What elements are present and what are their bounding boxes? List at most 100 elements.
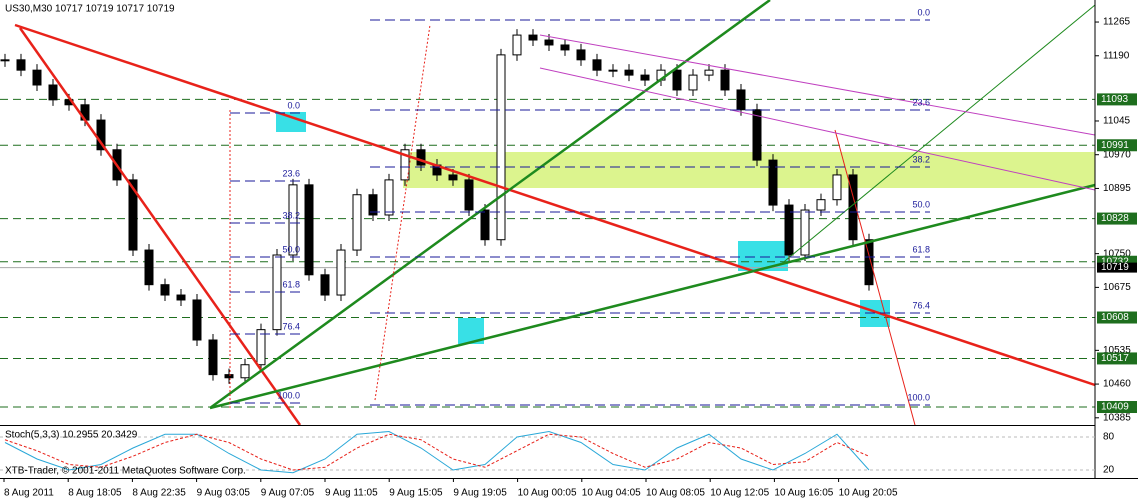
stoch-title: Stoch(5,3,3) 10.2955 20.3429 <box>5 430 138 441</box>
candle-body <box>736 89 746 111</box>
fib-label: 38.2 <box>282 210 300 220</box>
fib-label: 61.8 <box>912 244 930 254</box>
x-tick-label: 9 Aug 07:05 <box>261 488 315 499</box>
y-tick-label: 11190 <box>1103 50 1130 61</box>
trend-line <box>209 183 1096 410</box>
bid-label: 10719 <box>1101 262 1129 273</box>
fib-label: 0.0 <box>287 100 300 110</box>
candle-body <box>352 194 362 251</box>
x-tick-label: 10 Aug 08:05 <box>646 488 705 499</box>
y-tick-label: 11045 <box>1103 116 1131 127</box>
candle-body <box>640 74 650 81</box>
candle-body <box>336 249 346 296</box>
y-tick-label: 10675 <box>1103 282 1131 293</box>
cyan-box <box>738 241 788 271</box>
level-label: 10517 <box>1101 353 1129 364</box>
candle-body <box>800 209 810 256</box>
x-tick-label: 9 Aug 19:05 <box>453 488 507 499</box>
copyright: XTB-Trader, © 2001-2011 MetaQuotes Softw… <box>5 466 246 477</box>
y-tick-label: 10535 <box>1103 345 1131 356</box>
x-tick-label: 10 Aug 20:05 <box>839 488 898 499</box>
candle-body <box>608 69 618 72</box>
fib-label: 76.4 <box>282 321 300 331</box>
candle-body <box>192 299 202 341</box>
symbol-header: US30,M30 10717 10719 10717 10719 <box>5 4 175 15</box>
y-tick-label: 10895 <box>1103 183 1131 194</box>
level-tag <box>1097 352 1137 365</box>
y-tick-label: 10460 <box>1103 379 1131 390</box>
candle-body <box>816 199 826 211</box>
candle-body <box>496 54 506 241</box>
level-label: 10732 <box>1101 256 1129 267</box>
candle-body <box>784 204 794 256</box>
y-tick-label: 11265 <box>1103 17 1131 28</box>
x-tick-label: 8 Aug 22:35 <box>132 488 186 499</box>
candle-body <box>560 44 570 51</box>
candle-body <box>256 329 266 366</box>
x-tick-label: 10 Aug 00:05 <box>518 488 577 499</box>
candle-body <box>240 364 250 379</box>
candle-body <box>512 34 522 56</box>
candle-body <box>720 69 730 91</box>
level-label: 10409 <box>1101 402 1129 413</box>
x-tick-label: 10 Aug 12:05 <box>710 488 769 499</box>
fib-label: 76.4 <box>912 300 930 310</box>
y-tick-label: 10385 <box>1103 412 1131 423</box>
level-tag <box>1097 93 1137 106</box>
fib-label: 100.0 <box>277 390 300 400</box>
level-tag <box>1097 311 1137 324</box>
candle-body <box>48 84 58 101</box>
candle-body <box>368 194 378 216</box>
cyan-box <box>276 112 306 132</box>
level-tag <box>1097 401 1137 414</box>
x-tick-label: 10 Aug 16:05 <box>774 488 833 499</box>
stoch-main <box>4 430 870 474</box>
level-tag <box>1097 212 1137 225</box>
fib-label: 38.2 <box>912 154 930 164</box>
fibonacci: 0.0 23.6 38.2 50.0 61.8 76.4 100.0 0.0 23.6 38.2 5… <box>230 7 930 406</box>
fib-label: 23.6 <box>282 168 300 178</box>
candle-body <box>544 39 554 46</box>
fib-label: 50.0 <box>912 199 930 209</box>
axes: 11265 11190 11045 10970 10895 10750 10675 10535… <box>3 17 1137 499</box>
candle-body <box>832 174 842 201</box>
trend-lines <box>14 0 1096 426</box>
candle-body <box>96 119 106 151</box>
candle-body <box>304 184 314 276</box>
candle-body <box>128 179 138 251</box>
candle-body <box>624 69 634 76</box>
candle-body <box>144 249 154 286</box>
y-tick-label: 10750 <box>1103 248 1131 259</box>
level-label: 10828 <box>1101 213 1129 224</box>
candle-body <box>464 179 474 211</box>
y-tick-label: 10970 <box>1103 149 1131 160</box>
fib-label: 61.8 <box>282 279 300 289</box>
candle-body <box>288 184 298 256</box>
x-tick-label: 8 Aug 18:05 <box>68 488 122 499</box>
levels <box>0 98 1095 408</box>
trend-line <box>209 0 771 410</box>
candle-body <box>704 69 714 76</box>
level-label: 10991 <box>1101 140 1129 151</box>
x-tick-label: 9 Aug 15:05 <box>389 488 443 499</box>
candle-body <box>592 59 602 71</box>
candle-body <box>752 109 762 161</box>
bid-tag <box>1097 262 1137 273</box>
level-tag <box>1097 139 1137 152</box>
candle-body <box>176 294 186 301</box>
fib-label: 23.6 <box>912 97 930 107</box>
candle-body <box>688 74 698 91</box>
candle-body <box>576 49 586 61</box>
trend-line <box>18 27 302 426</box>
candle-body <box>224 374 234 379</box>
fib-label: 100.0 <box>907 392 930 402</box>
x-tick-label: 9 Aug 03:05 <box>197 488 251 499</box>
candle-body <box>768 159 778 206</box>
x-tick-label: 9 Aug 11:05 <box>325 488 378 499</box>
candle-body <box>0 59 10 62</box>
candle-body <box>864 239 874 286</box>
fib-label: 50.0 <box>282 244 300 254</box>
level-label: 11093 <box>1101 94 1129 105</box>
trend-line <box>779 4 1096 266</box>
